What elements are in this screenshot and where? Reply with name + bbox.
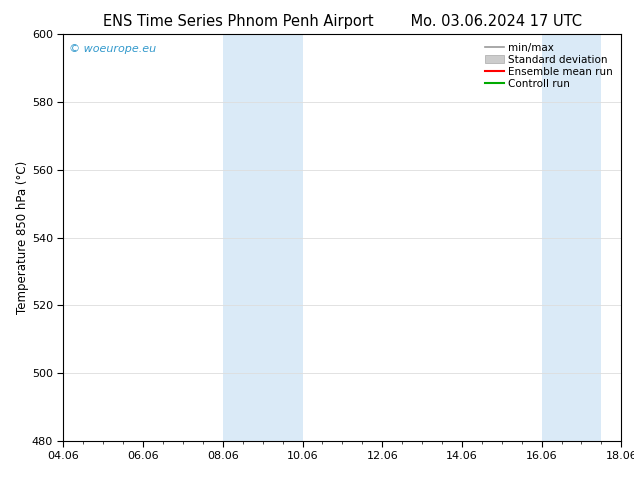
Text: © woeurope.eu: © woeurope.eu xyxy=(69,45,156,54)
Legend: min/max, Standard deviation, Ensemble mean run, Controll run: min/max, Standard deviation, Ensemble me… xyxy=(482,40,616,92)
Y-axis label: Temperature 850 hPa (°C): Temperature 850 hPa (°C) xyxy=(16,161,29,314)
Bar xyxy=(223,34,302,441)
Title: ENS Time Series Phnom Penh Airport        Mo. 03.06.2024 17 UTC: ENS Time Series Phnom Penh Airport Mo. 0… xyxy=(103,14,582,29)
Bar xyxy=(541,34,602,441)
